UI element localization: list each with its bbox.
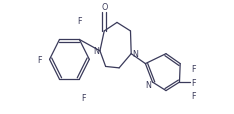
- Text: N: N: [145, 81, 151, 90]
- Text: N: N: [132, 50, 138, 59]
- Text: F: F: [37, 55, 42, 64]
- Text: O: O: [101, 3, 107, 12]
- Text: F: F: [77, 17, 82, 26]
- Text: F: F: [192, 65, 196, 73]
- Text: F: F: [192, 91, 196, 100]
- Text: F: F: [192, 78, 196, 87]
- Text: N: N: [93, 47, 99, 56]
- Text: F: F: [81, 93, 86, 102]
